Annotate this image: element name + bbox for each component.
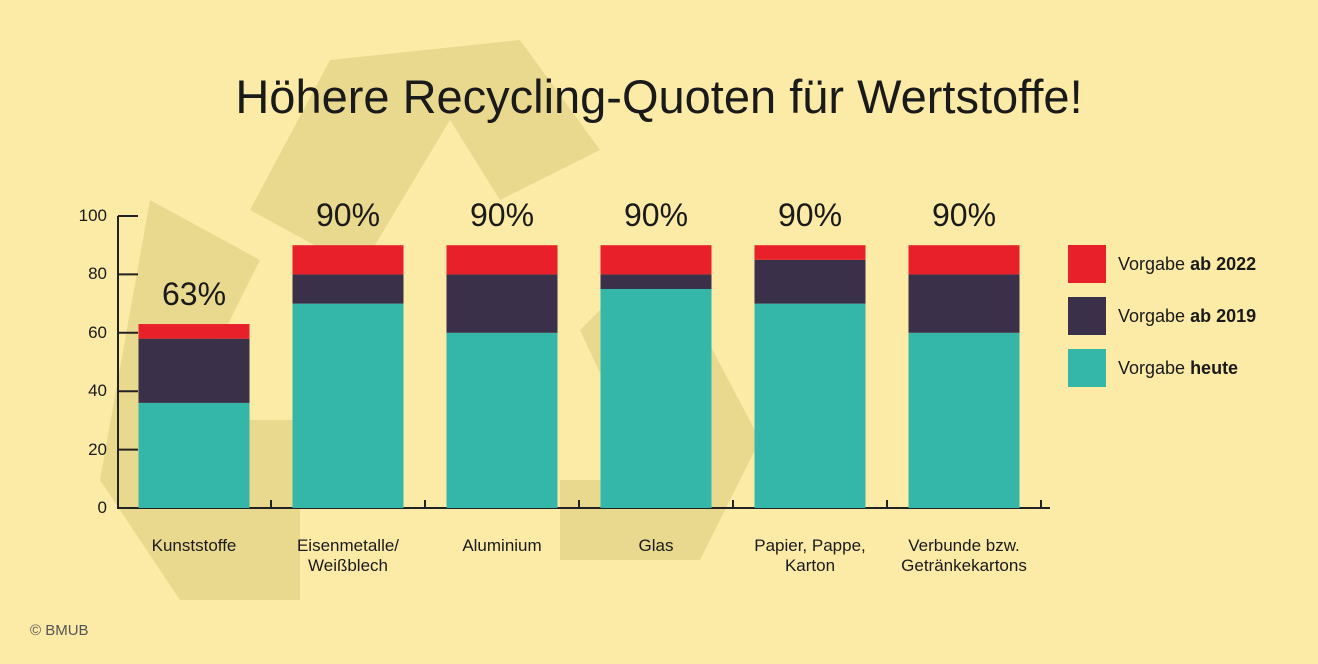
legend-label: Vorgabe heute <box>1118 358 1238 379</box>
bar-segment <box>293 245 404 274</box>
y-tick-label: 20 <box>57 440 107 460</box>
bar-segment <box>139 403 250 508</box>
y-tick-label: 80 <box>57 264 107 284</box>
bar-segment <box>139 324 250 339</box>
bar-segment <box>601 245 712 274</box>
bar-segment <box>755 245 866 260</box>
x-tick-label: Verbunde bzw. Getränkekartons <box>884 536 1044 575</box>
total-label: 63% <box>134 276 254 313</box>
bar-segment <box>909 245 1020 274</box>
legend-swatch <box>1068 349 1106 387</box>
total-label: 90% <box>750 197 870 234</box>
bar-segment <box>139 339 250 403</box>
x-tick-label: Papier, Pappe, Karton <box>730 536 890 575</box>
chart-title: Höhere Recycling-Quoten für Wertstoffe! <box>0 70 1318 124</box>
bar-segment <box>293 274 404 303</box>
bar-segment <box>909 333 1020 508</box>
x-tick-label: Glas <box>576 536 736 556</box>
bar-segment <box>755 260 866 304</box>
total-label: 90% <box>596 197 716 234</box>
legend-label: Vorgabe ab 2022 <box>1118 254 1256 275</box>
chart: Höhere Recycling-Quoten für Wertstoffe! … <box>0 0 1318 664</box>
bar-segment <box>909 274 1020 332</box>
bar-segment <box>447 274 558 332</box>
total-label: 90% <box>288 197 408 234</box>
bar-segment <box>447 245 558 274</box>
x-tick-label: Kunststoffe <box>114 536 274 556</box>
legend-swatch <box>1068 297 1106 335</box>
x-tick-label: Aluminium <box>422 536 582 556</box>
total-label: 90% <box>442 197 562 234</box>
bar-segment <box>601 289 712 508</box>
source: © BMUB <box>30 622 89 639</box>
legend-swatch <box>1068 245 1106 283</box>
y-tick-label: 100 <box>57 206 107 226</box>
x-tick-label: Eisenmetalle/ Weißblech <box>268 536 428 575</box>
bar-segment <box>447 333 558 508</box>
bar-segment <box>755 304 866 508</box>
bar-segment <box>601 274 712 289</box>
total-label: 90% <box>904 197 1024 234</box>
legend-label: Vorgabe ab 2019 <box>1118 306 1256 327</box>
y-tick-label: 0 <box>57 498 107 518</box>
bar-segment <box>293 304 404 508</box>
y-tick-label: 60 <box>57 323 107 343</box>
y-tick-label: 40 <box>57 381 107 401</box>
